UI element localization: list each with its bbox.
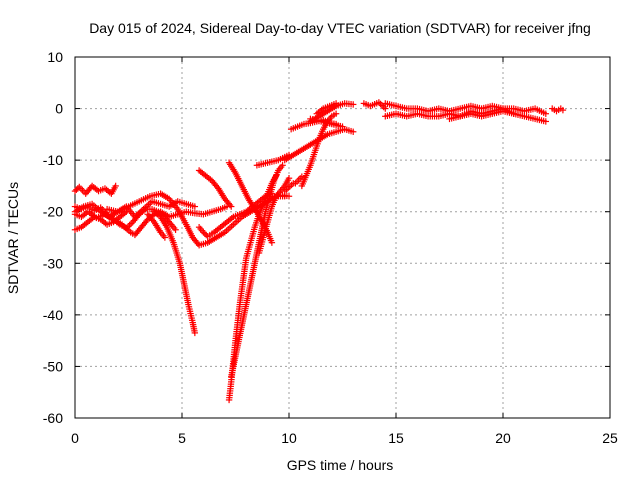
series-arc-29 bbox=[549, 105, 567, 115]
series-arc-13 bbox=[228, 162, 286, 380]
data-point bbox=[191, 329, 199, 337]
data-points bbox=[71, 99, 567, 404]
series-arc-22 bbox=[307, 115, 346, 130]
series-arc-20 bbox=[313, 100, 340, 117]
y-tick-label: -40 bbox=[43, 307, 63, 323]
x-tick-label: 15 bbox=[388, 430, 404, 446]
grid-lines bbox=[75, 57, 610, 418]
y-tick-label: -30 bbox=[43, 255, 63, 271]
data-point bbox=[112, 182, 119, 190]
x-tick-label: 20 bbox=[495, 430, 511, 446]
series-arc-24 bbox=[292, 173, 306, 187]
data-point bbox=[73, 186, 80, 193]
y-tick-label: 0 bbox=[55, 101, 63, 117]
data-point bbox=[268, 239, 276, 246]
data-point bbox=[350, 101, 357, 108]
x-tick-label: 5 bbox=[178, 430, 186, 446]
data-point bbox=[201, 230, 209, 237]
y-tick-label: 10 bbox=[47, 49, 63, 65]
data-point bbox=[191, 203, 199, 210]
x-tick-label: 10 bbox=[281, 430, 297, 446]
data-point bbox=[339, 123, 346, 130]
data-point bbox=[172, 226, 179, 233]
series-arc-27 bbox=[382, 100, 549, 117]
data-point bbox=[285, 174, 293, 182]
data-point bbox=[228, 203, 235, 210]
series-arc-17 bbox=[281, 126, 357, 164]
y-axis-label: SDTVAR / TECUs bbox=[5, 182, 21, 294]
series-arc-23 bbox=[281, 180, 297, 195]
data-point bbox=[298, 173, 306, 180]
x-axis: 0 5 10 15 20 25 bbox=[71, 57, 618, 446]
series-arc-21 bbox=[298, 110, 340, 190]
y-tick-label: -50 bbox=[43, 358, 63, 374]
data-point bbox=[279, 162, 286, 169]
series-arc-03 bbox=[71, 182, 119, 197]
plot-area-frame bbox=[74, 56, 611, 419]
data-point bbox=[161, 234, 169, 241]
y-axis: -60 -50 -40 -30 -20 -10 0 10 bbox=[43, 49, 610, 426]
data-point bbox=[542, 118, 549, 125]
x-tick-label: 0 bbox=[71, 430, 79, 446]
x-axis-label: GPS time / hours bbox=[287, 457, 394, 473]
series-arc-10 bbox=[195, 167, 235, 210]
data-point bbox=[332, 110, 340, 117]
series-arc-08 bbox=[144, 211, 169, 241]
data-point bbox=[542, 110, 549, 117]
series-arc-16 bbox=[272, 192, 293, 200]
data-point bbox=[350, 128, 357, 135]
x-tick-label: 25 bbox=[602, 430, 618, 446]
data-point bbox=[285, 193, 293, 200]
data-point bbox=[332, 100, 340, 107]
chart-title: Day 015 of 2024, Sidereal Day-to-day VTE… bbox=[89, 20, 591, 36]
data-point bbox=[559, 106, 567, 114]
y-tick-label: -60 bbox=[43, 410, 63, 426]
data-point bbox=[380, 103, 387, 111]
data-point bbox=[200, 229, 207, 236]
y-tick-label: -10 bbox=[43, 152, 63, 168]
series-arc-25 bbox=[360, 99, 389, 112]
series-arc-28 bbox=[446, 105, 517, 123]
data-point bbox=[127, 220, 135, 227]
series-arc-07 bbox=[150, 208, 199, 337]
data-point bbox=[71, 187, 79, 195]
y-tick-label: -20 bbox=[43, 204, 63, 220]
data-point bbox=[510, 110, 517, 117]
